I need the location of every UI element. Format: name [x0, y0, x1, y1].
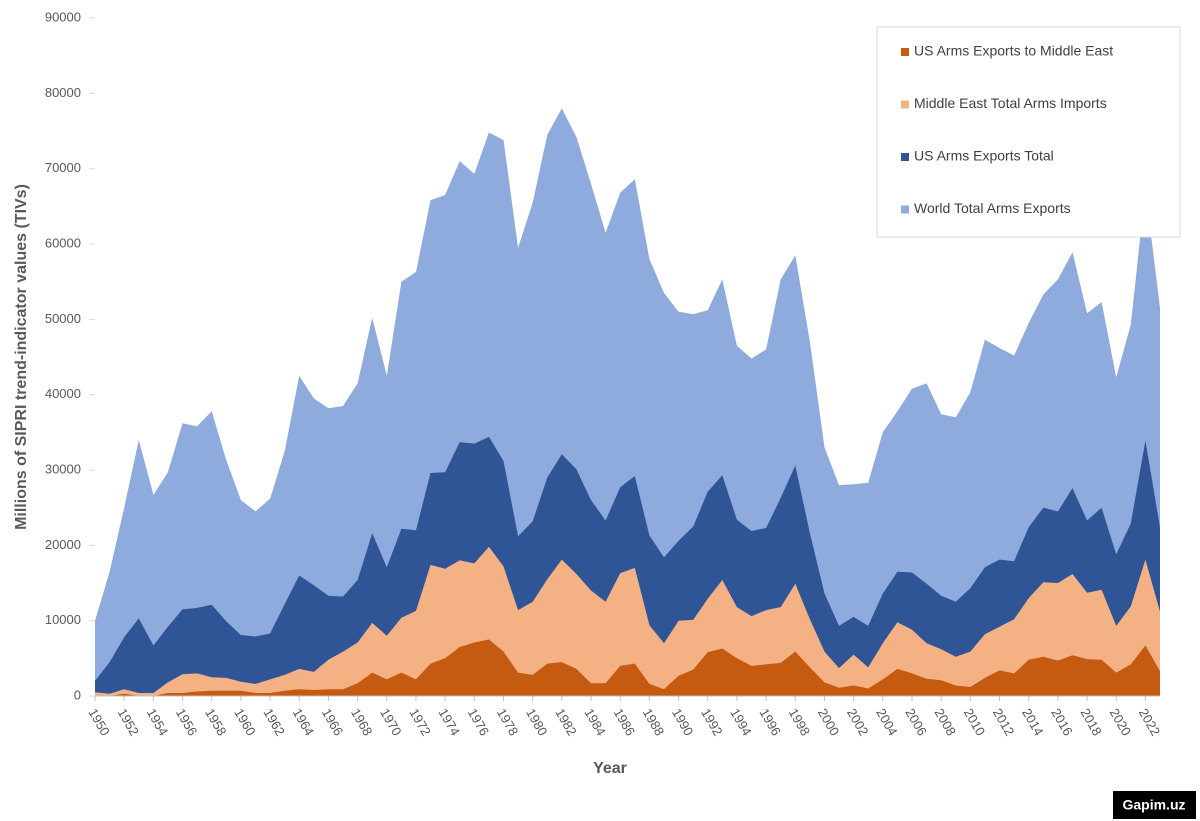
legend: US Arms Exports to Middle East Middle Eas… [876, 26, 1181, 238]
y-tick-label: 70000 [45, 160, 81, 175]
legend-swatch [901, 100, 909, 109]
y-tick-label: 80000 [45, 85, 81, 100]
x-axis-title: Year [593, 760, 627, 777]
y-tick-label: 40000 [45, 386, 81, 401]
legend-swatch [901, 48, 909, 56]
legend-label: US Arms Exports Total [914, 148, 1054, 164]
legend-box [876, 26, 1181, 238]
y-tick-label: 50000 [45, 311, 81, 326]
y-tick-label: 20000 [45, 537, 81, 552]
watermark: Gapim.uz [1122, 797, 1185, 813]
y-tick-label: 90000 [45, 9, 81, 24]
legend-label: Middle East Total Arms Imports [914, 95, 1107, 111]
area [95, 546, 1160, 696]
y-tick-label: 60000 [45, 235, 81, 250]
legend-label: US Arms Exports to Middle East [914, 43, 1113, 59]
y-axis-title: Millions of SIPRI trend-indicator values… [13, 184, 30, 530]
y-tick-label: 30000 [45, 461, 81, 476]
legend-label: World Total Arms Exports [914, 200, 1071, 216]
area [95, 639, 1160, 696]
area [95, 108, 1160, 696]
legend-swatch [901, 205, 909, 214]
plot-area: 0 10000 20000 30000 40000 50000 60000 70000 8000… [45, 9, 1163, 738]
legend-swatch [901, 153, 909, 161]
y-tick-label: 10000 [45, 612, 81, 627]
y-tick-label: 0 [74, 687, 81, 702]
watermark-box [1113, 791, 1196, 819]
